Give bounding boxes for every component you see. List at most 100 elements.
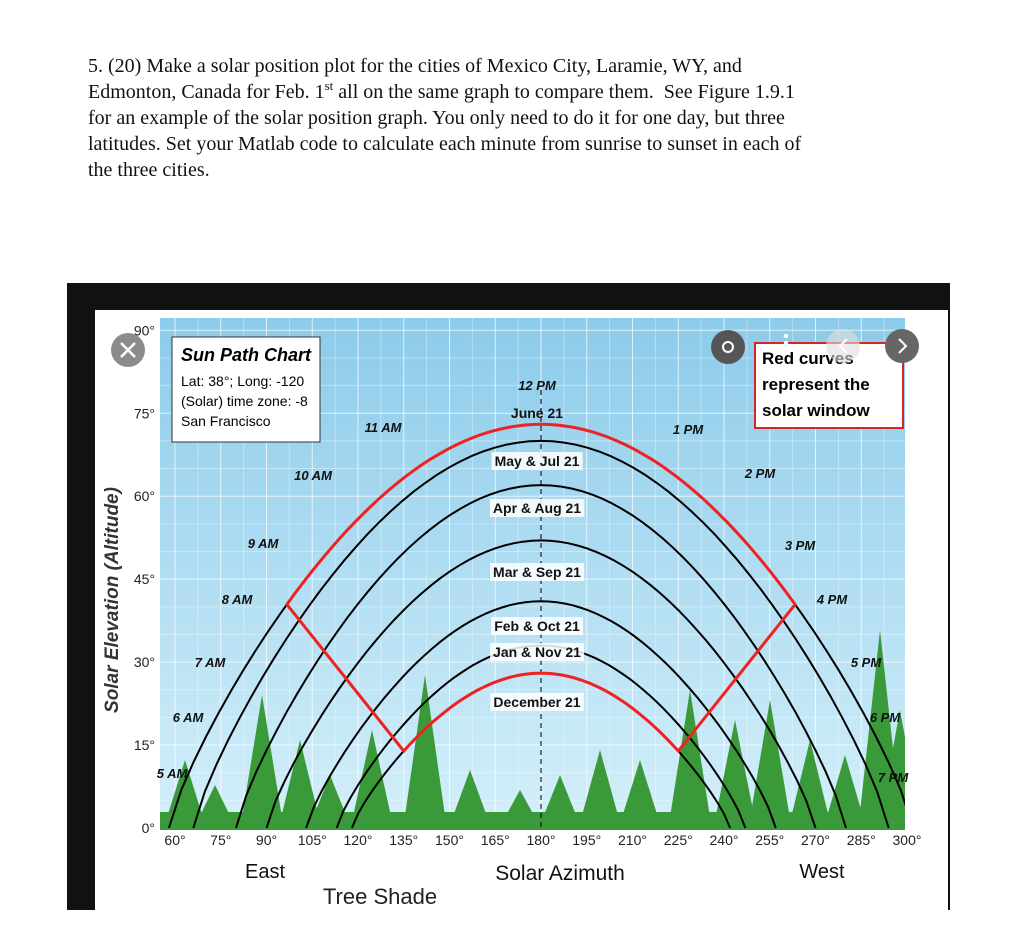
x-tick-label: 135°: [389, 832, 418, 848]
y-axis-label: Solar Elevation (Altitude): [102, 487, 123, 713]
date-label-box: [491, 452, 583, 470]
x-tick-label: 240°: [710, 832, 739, 848]
east-label: East: [245, 861, 285, 883]
date-label: June 21: [511, 405, 563, 421]
info-line: San Francisco: [181, 413, 271, 429]
y-tick-label: 75°: [134, 405, 155, 421]
x-tick-label: 180°: [527, 832, 556, 848]
x-tick-label: 255°: [755, 832, 784, 848]
y-tick-label: 15°: [134, 737, 155, 753]
hour-label: 2 PM: [744, 466, 777, 481]
sun-path: [235, 484, 847, 829]
info-line: (Solar) time zone: -8: [181, 393, 308, 409]
x-tick-label: 150°: [435, 832, 464, 848]
question-line: 5. (20) Make a solar position plot for t…: [88, 55, 742, 77]
x-tick-label: 120°: [344, 832, 373, 848]
date-label: Jan & Nov 21: [493, 644, 581, 660]
tree: [788, 740, 832, 830]
x-tick-label: 270°: [801, 832, 830, 848]
tree: [823, 755, 867, 830]
info-line: Lat: 38°; Long: -120: [181, 373, 304, 389]
x-tick-label: 105°: [298, 832, 327, 848]
lens-button[interactable]: [711, 330, 745, 364]
hour-label: 3 PM: [785, 538, 817, 553]
date-label-box: [490, 693, 584, 711]
date-label-box: [490, 643, 585, 661]
x-tick-label: 210°: [618, 832, 647, 848]
next-icon: [898, 338, 908, 354]
question-line: the three cities.: [88, 159, 210, 181]
west-label: West: [799, 861, 845, 883]
x-tick-label: 285°: [847, 832, 876, 848]
x-tick-label: 75°: [210, 832, 231, 848]
sun-path: [265, 539, 817, 829]
question-line: Edmonton, Canada for Feb. 1st all on the…: [88, 78, 795, 103]
question-line: for an example of the solar position gra…: [88, 107, 785, 129]
y-tick-label: 45°: [134, 571, 155, 587]
next-button[interactable]: [885, 329, 919, 363]
hour-label: 5 PM: [851, 655, 883, 670]
tree: [578, 750, 622, 830]
hour-label: 12 PM: [518, 378, 557, 393]
tree: [240, 695, 284, 830]
x-tick-label: 300°: [893, 832, 922, 848]
x-axis-label: Solar Azimuth: [495, 862, 625, 885]
close-icon: [120, 342, 136, 358]
figure-labels: 0° 15° 30° 45° 60° 75° 90° 60° 75° 90° 105° 120° 135…: [134, 322, 922, 848]
info-box: [171, 336, 321, 443]
previous-button[interactable]: [826, 329, 860, 363]
note-box: [754, 342, 904, 429]
note-line: solar window: [762, 401, 870, 420]
date-label: Mar & Sep 21: [493, 564, 581, 580]
x-tick-label: 60°: [164, 832, 185, 848]
chart-title: Sun Path Chart: [181, 345, 312, 365]
tree: [713, 720, 757, 830]
y-tick-label: 30°: [134, 654, 155, 670]
hour-label: 9 AM: [248, 536, 280, 551]
x-tick-label: 165°: [481, 832, 510, 848]
tree: [403, 675, 447, 830]
more-button[interactable]: [783, 333, 789, 353]
date-label: December 21: [493, 694, 580, 710]
sun-path: [192, 439, 890, 829]
viewer-controls: [111, 329, 919, 367]
solar-window: [285, 422, 797, 754]
tree: [350, 730, 394, 830]
question: 5. (20) Make a solar position plot for t…: [88, 55, 801, 181]
date-label: May & Jul 21: [495, 453, 580, 469]
x-tick-label: 195°: [572, 832, 601, 848]
hour-label: 10 AM: [294, 468, 333, 483]
hour-label: 7 PM: [878, 770, 910, 785]
date-label-box: [490, 563, 585, 581]
x-tick-label: 225°: [664, 832, 693, 848]
hour-label: 6 AM: [173, 710, 205, 725]
date-label-box: [491, 617, 583, 635]
hour-label: 7 AM: [195, 655, 227, 670]
caption-fragment: Tree Shade: [323, 884, 437, 909]
question-text: all on the same graph to compare them. S…: [333, 81, 795, 103]
x-tick-label: 90°: [256, 832, 277, 848]
tree: [668, 690, 712, 830]
superscript: st: [325, 78, 334, 93]
date-label: Apr & Aug 21: [493, 500, 581, 516]
hour-label: 6 PM: [870, 710, 902, 725]
y-tick-label: 60°: [134, 488, 155, 504]
question-line: latitudes. Set your Matlab code to calcu…: [88, 133, 801, 155]
date-label-box: [489, 499, 585, 517]
question-text: Edmonton, Canada for Feb. 1: [88, 81, 325, 103]
hour-label: 11 AM: [365, 420, 403, 435]
y-tick-label: 90°: [134, 322, 155, 338]
hour-label: 8 AM: [222, 592, 254, 607]
y-tick-label: 0°: [142, 820, 155, 836]
tree: [278, 740, 322, 830]
hour-label: 5 AM: [157, 766, 189, 781]
previous-icon: [838, 338, 848, 354]
ground: [160, 812, 905, 830]
date-label: Feb & Oct 21: [494, 618, 580, 634]
tree: [748, 700, 792, 830]
note-line: represent the: [762, 375, 870, 394]
lens-icon: [722, 341, 734, 353]
hour-label: 4 PM: [816, 592, 849, 607]
hour-label: 1 PM: [673, 422, 705, 437]
